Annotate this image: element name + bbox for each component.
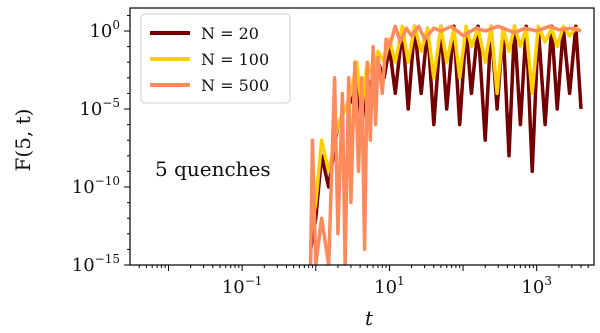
series-line-1	[308, 24, 582, 235]
y-tick-label: 10−10	[72, 174, 120, 198]
legend-label-n500: N = 500	[201, 76, 269, 95]
x-tick-label: 103	[521, 274, 552, 298]
y-tick-label: 10−15	[72, 252, 120, 276]
x-tick-label: 101	[374, 274, 405, 298]
x-tick-label: 10−1	[222, 274, 263, 298]
y-tick-label: 100	[89, 18, 120, 42]
legend-label-n100: N = 100	[201, 50, 269, 69]
x-axis-label: t	[365, 306, 374, 330]
annotation-text: 5 quenches	[155, 157, 271, 181]
y-tick-label: 10−5	[79, 96, 120, 120]
plot-area	[129, 7, 595, 266]
ticks-layer: 10−1 101 103 100 10−5 10−10 10−15	[72, 14, 589, 298]
axes-frame	[129, 7, 595, 266]
legend-box	[140, 13, 291, 104]
series-layer	[308, 24, 583, 265]
series-line-2	[308, 24, 582, 265]
legend: N = 20 N = 100 N = 500	[140, 13, 291, 104]
legend-label-n20: N = 20	[201, 24, 259, 43]
y-axis-label: F(5, t)	[11, 109, 35, 172]
